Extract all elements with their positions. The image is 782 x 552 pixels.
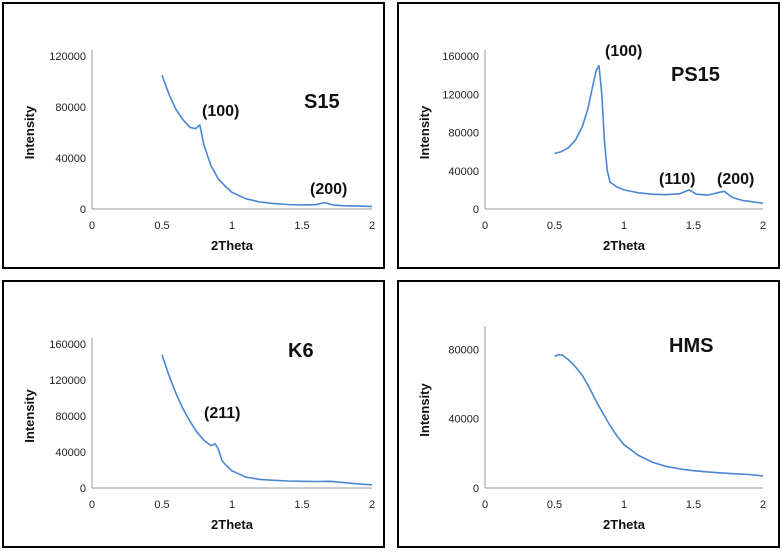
y-axis-title: Intensity <box>417 383 432 437</box>
x-axis-title: 2Theta <box>603 517 646 532</box>
x-tick-label: 1 <box>229 499 235 511</box>
y-tick-label: 120000 <box>49 51 86 63</box>
x-tick-label: 2 <box>760 499 766 511</box>
x-axis-title: 2Theta <box>603 238 646 253</box>
sample-label: HMS <box>669 335 713 357</box>
peak-label: (110) <box>659 171 695 188</box>
x-tick-label: 0.5 <box>154 220 169 232</box>
sample-label: S15 <box>304 91 340 113</box>
peak-label: (200) <box>310 181 347 198</box>
series-line <box>554 64 764 205</box>
chart-hms: 0 40000 80000 0 0.5 1 1.5 2 2Theta Intensity HMS <box>417 326 766 532</box>
series-line <box>554 353 764 477</box>
chart-s15: 0 40000 80000 120000 0 0.5 1 1.5 2 2Theta Intensit… <box>22 50 375 253</box>
x-tick-label: 1 <box>229 220 235 232</box>
chart-k6: 0 40000 80000 120000 160000 0 0.5 1 1.5 2 2Theta In… <box>22 338 375 532</box>
y-tick-label: 0 <box>80 483 86 495</box>
x-axis-title: 2Theta <box>211 238 254 253</box>
y-tick-label: 120000 <box>442 89 479 101</box>
panel-hms: 0 40000 80000 0 0.5 1 1.5 2 2Theta Intensity HMS <box>397 280 780 548</box>
x-tick-label: 0.5 <box>154 499 169 511</box>
y-tick-label: 40000 <box>448 414 479 426</box>
x-tick-label: 1.5 <box>294 220 309 232</box>
y-axis-title: Intensity <box>22 105 37 159</box>
peak-label: (100) <box>605 43 642 60</box>
sample-label: PS15 <box>671 64 720 86</box>
y-axis-title: Intensity <box>22 389 37 443</box>
y-tick-label: 40000 <box>55 153 86 165</box>
y-tick-label: 160000 <box>442 51 479 63</box>
y-tick-label: 80000 <box>55 411 86 423</box>
x-tick-label: 0.5 <box>547 220 562 232</box>
peak-label: (211) <box>204 405 240 422</box>
x-tick-label: 1.5 <box>686 499 701 511</box>
x-tick-label: 1 <box>621 499 627 511</box>
y-tick-label: 0 <box>473 483 479 495</box>
y-tick-label: 40000 <box>448 166 479 178</box>
panel-s15: 0 40000 80000 120000 0 0.5 1 1.5 2 2Theta Intensit… <box>2 2 385 269</box>
y-tick-label: 40000 <box>55 447 86 459</box>
peak-label: (100) <box>202 103 239 120</box>
x-tick-label: 1 <box>621 220 627 232</box>
x-tick-label: 2 <box>760 220 766 232</box>
x-tick-label: 0 <box>482 220 488 232</box>
y-tick-label: 160000 <box>49 339 86 351</box>
x-tick-label: 0 <box>482 499 488 511</box>
panel-k6: 0 40000 80000 120000 160000 0 0.5 1 1.5 2 2Theta In… <box>2 280 385 548</box>
x-tick-label: 2 <box>369 499 375 511</box>
y-tick-label: 80000 <box>448 344 479 356</box>
y-tick-label: 0 <box>80 204 86 216</box>
x-tick-label: 0.5 <box>547 499 562 511</box>
series-line <box>161 74 373 208</box>
panel-ps15: 0 40000 80000 120000 160000 0 0.5 1 1.5 2 2Theta In… <box>397 2 780 269</box>
peak-label: (200) <box>717 171 754 188</box>
y-axis-title: Intensity <box>417 105 432 159</box>
y-tick-label: 120000 <box>49 375 86 387</box>
x-tick-label: 1.5 <box>686 220 701 232</box>
x-axis-title: 2Theta <box>211 517 254 532</box>
x-tick-label: 1.5 <box>294 499 309 511</box>
y-tick-label: 0 <box>473 204 479 216</box>
x-tick-label: 0 <box>89 499 95 511</box>
x-tick-label: 2 <box>369 220 375 232</box>
sample-label: K6 <box>288 340 314 362</box>
y-tick-label: 80000 <box>55 102 86 114</box>
x-tick-label: 0 <box>89 220 95 232</box>
y-tick-label: 80000 <box>448 128 479 140</box>
chart-ps15: 0 40000 80000 120000 160000 0 0.5 1 1.5 2 2Theta In… <box>417 43 766 253</box>
series-line <box>161 354 373 486</box>
